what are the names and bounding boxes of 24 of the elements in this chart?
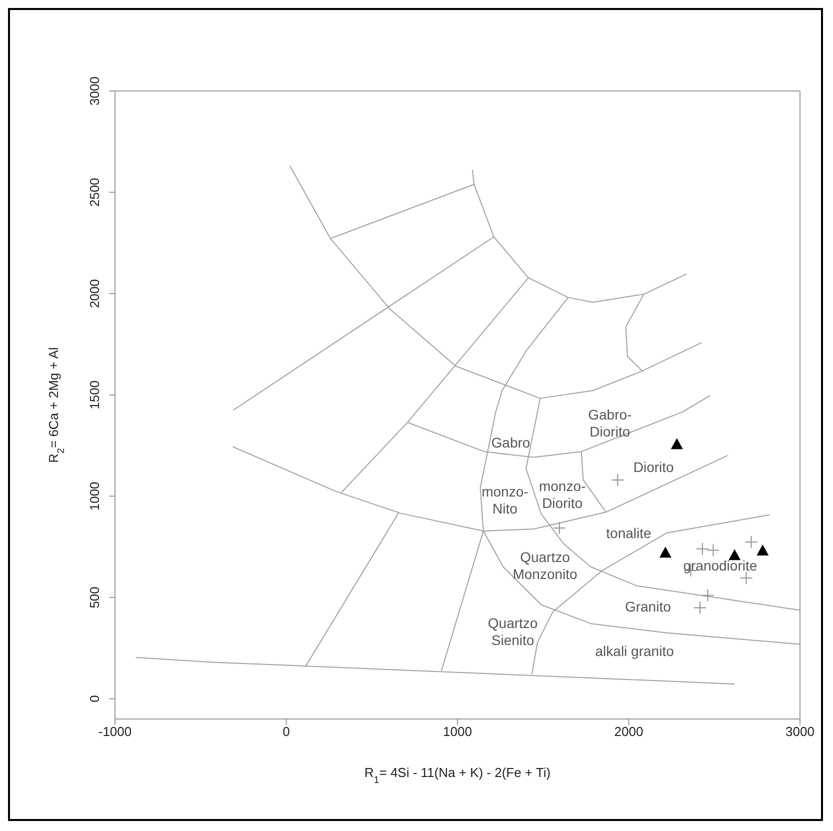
annotation: Gabro- Diorito (588, 406, 632, 440)
annotation: tonalite (606, 524, 652, 541)
x-axis-title: R$_{1}$= 4Si - 11(Na + K) - 2(Fe + Ti) (364, 765, 551, 786)
y-tick-label: 3000 (87, 76, 102, 106)
y-tick-label: 2500 (87, 178, 102, 207)
annotation: granodiorite (683, 558, 758, 574)
x-tick-label: 2000 (614, 724, 644, 740)
y-tick-label: 1500 (87, 380, 102, 410)
annotation: Quartzo Sienito (488, 615, 538, 648)
annotation: monzo- Nito (482, 484, 529, 517)
annotation: Diorito (633, 458, 674, 475)
annotation: Granito (624, 598, 672, 614)
x-tick-label: -1000 (98, 724, 132, 740)
y-tick-label: 0 (87, 695, 102, 702)
y-tick-label: 500 (87, 586, 102, 608)
x-tick-label: 1000 (443, 724, 472, 740)
annotation: monzo- Diorito (538, 478, 586, 511)
annotation: alkali granito (595, 643, 674, 660)
annotation: Quartzo Monzonito (512, 549, 578, 582)
x-tick-label: 0 (282, 724, 290, 740)
y-tick-label: 2000 (87, 279, 102, 308)
x-tick-label: 3000 (786, 724, 814, 740)
annotation: Gabro (491, 434, 530, 450)
y-tick-label: 1000 (87, 482, 102, 511)
